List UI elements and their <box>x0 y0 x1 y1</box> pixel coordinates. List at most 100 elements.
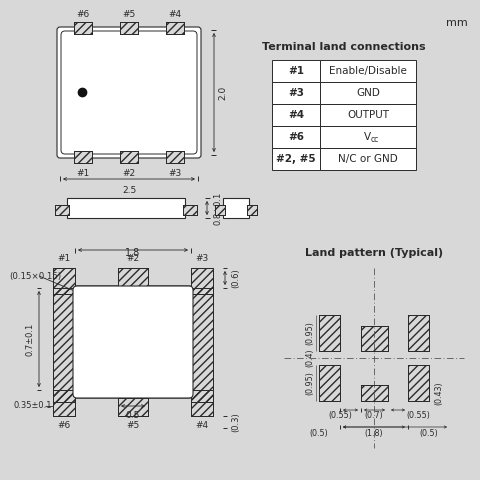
Text: (0.43): (0.43) <box>434 381 443 405</box>
Bar <box>319 315 340 351</box>
Text: #2: #2 <box>126 254 140 263</box>
Text: #6: #6 <box>58 421 71 430</box>
Bar <box>191 390 213 416</box>
Bar <box>118 398 148 416</box>
Bar <box>320 104 416 126</box>
Bar <box>319 315 340 351</box>
Text: #5: #5 <box>126 421 140 430</box>
Text: (0.5): (0.5) <box>420 429 438 438</box>
Bar <box>74 22 92 34</box>
Bar <box>118 268 148 286</box>
Text: cc: cc <box>371 134 379 144</box>
Bar <box>55 205 69 215</box>
Text: #6: #6 <box>76 10 90 19</box>
Bar <box>361 385 388 401</box>
Bar <box>408 315 429 351</box>
Bar <box>361 385 388 401</box>
Text: #4: #4 <box>288 110 304 120</box>
Bar <box>53 390 75 416</box>
Bar <box>53 268 75 294</box>
Text: (0.15×0.15): (0.15×0.15) <box>9 272 61 280</box>
Bar <box>120 151 138 163</box>
Bar <box>74 22 92 34</box>
Text: (0.6): (0.6) <box>231 268 240 288</box>
Bar <box>74 151 92 163</box>
Bar <box>191 390 213 416</box>
Bar <box>191 288 213 402</box>
Bar <box>183 205 197 215</box>
Text: #4: #4 <box>168 10 181 19</box>
Bar <box>118 268 148 286</box>
Bar <box>215 205 225 215</box>
Text: #1: #1 <box>76 169 90 178</box>
Bar <box>166 22 184 34</box>
Text: GND: GND <box>356 88 380 98</box>
Bar <box>319 365 340 401</box>
Bar <box>74 151 92 163</box>
Bar <box>118 398 148 416</box>
Bar <box>215 205 225 215</box>
Text: 0.35±0.1: 0.35±0.1 <box>13 401 51 410</box>
Text: Land pattern (Typical): Land pattern (Typical) <box>305 248 443 258</box>
Bar <box>408 315 429 351</box>
Bar <box>223 198 249 218</box>
Text: 2.0: 2.0 <box>218 85 228 100</box>
Bar <box>191 268 213 294</box>
Text: #3: #3 <box>288 88 304 98</box>
Text: (0.55): (0.55) <box>407 411 431 420</box>
Bar <box>408 315 429 351</box>
Text: #5: #5 <box>122 10 136 19</box>
Bar <box>408 365 429 401</box>
Bar <box>272 82 320 104</box>
Text: (0.95): (0.95) <box>305 321 314 345</box>
Bar <box>361 385 388 401</box>
Bar <box>272 126 320 148</box>
Bar <box>53 268 75 294</box>
Bar <box>53 288 75 402</box>
Text: #3: #3 <box>168 169 181 178</box>
FancyBboxPatch shape <box>73 286 193 398</box>
Text: (1.8): (1.8) <box>365 429 384 438</box>
Bar <box>361 326 388 351</box>
Bar <box>53 268 75 294</box>
Text: (0.5): (0.5) <box>310 429 328 438</box>
Bar <box>120 22 138 34</box>
Text: mm: mm <box>446 18 468 28</box>
Bar <box>120 151 138 163</box>
Text: #2, #5: #2, #5 <box>276 154 316 164</box>
Bar <box>53 288 75 402</box>
Bar <box>191 288 213 402</box>
Text: V: V <box>364 132 371 142</box>
Text: (0.7): (0.7) <box>365 411 384 420</box>
Bar <box>191 288 213 402</box>
Bar <box>319 365 340 401</box>
Text: (0.55): (0.55) <box>328 411 352 420</box>
FancyBboxPatch shape <box>57 27 201 158</box>
Bar <box>183 205 197 215</box>
Bar <box>408 365 429 401</box>
Text: N/C or GND: N/C or GND <box>338 154 398 164</box>
Bar <box>120 22 138 34</box>
Text: #1: #1 <box>288 66 304 76</box>
Bar <box>247 205 257 215</box>
Text: Terminal land connections: Terminal land connections <box>262 42 426 52</box>
Bar <box>120 151 138 163</box>
Bar <box>118 398 148 416</box>
Text: (0.95): (0.95) <box>305 371 314 395</box>
Bar <box>53 390 75 416</box>
Bar <box>272 104 320 126</box>
Text: 0.5: 0.5 <box>126 411 140 420</box>
Bar <box>320 82 416 104</box>
Bar <box>320 60 416 82</box>
Bar <box>408 365 429 401</box>
Bar <box>166 151 184 163</box>
Bar <box>53 390 75 416</box>
Text: #2: #2 <box>122 169 135 178</box>
Text: #6: #6 <box>288 132 304 142</box>
Bar <box>74 22 92 34</box>
Text: #4: #4 <box>195 421 209 430</box>
Text: 0.8±0.1: 0.8±0.1 <box>214 192 223 225</box>
Bar <box>55 205 69 215</box>
Text: #3: #3 <box>195 254 209 263</box>
FancyBboxPatch shape <box>61 31 197 154</box>
